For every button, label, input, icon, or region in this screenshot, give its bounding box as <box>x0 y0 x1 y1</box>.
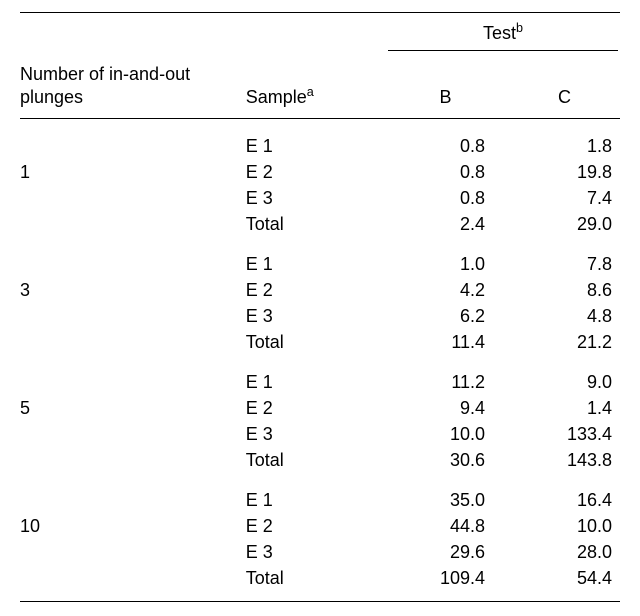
table-row: E 3 0.8 7.4 <box>20 185 620 211</box>
header-plunges-line1: Number of in-and-out <box>20 64 190 84</box>
table-row: Total 2.4 29.0 <box>20 211 620 237</box>
cell-sample: E 3 <box>242 185 382 211</box>
cell-c: 19.8 <box>509 159 620 185</box>
cell-b: 11.4 <box>382 329 509 355</box>
table-row: E 1 11.2 9.0 <box>20 369 620 395</box>
table-row: 1 E 2 0.8 19.8 <box>20 159 620 185</box>
table-row: E 1 1.0 7.8 <box>20 251 620 277</box>
cell-sample: E 1 <box>242 251 382 277</box>
table-row: Total 109.4 54.4 <box>20 565 620 602</box>
cell-c: 21.2 <box>509 329 620 355</box>
table-row: Total 11.4 21.2 <box>20 329 620 355</box>
cell-sample: E 2 <box>242 277 382 303</box>
cell-b: 1.0 <box>382 251 509 277</box>
cell-sample: Total <box>242 329 382 355</box>
cell-c: 28.0 <box>509 539 620 565</box>
cell-sample: E 3 <box>242 303 382 329</box>
cell-b: 35.0 <box>382 487 509 513</box>
table-row: E 3 10.0 133.4 <box>20 421 620 447</box>
data-table: Testb Number of in-and-out plunges Sampl… <box>20 12 620 602</box>
cell-c: 9.0 <box>509 369 620 395</box>
rule-after-header <box>20 119 620 134</box>
group-separator <box>20 473 620 487</box>
cell-c: 29.0 <box>509 211 620 237</box>
cell-sample: E 1 <box>242 487 382 513</box>
cell-c: 1.8 <box>509 133 620 159</box>
test-header-span: Testb <box>388 23 618 51</box>
cell-b: 109.4 <box>382 565 509 602</box>
cell-sample: E 2 <box>242 159 382 185</box>
header-plunges: Number of in-and-out plunges <box>20 57 242 119</box>
cell-sample: E 3 <box>242 421 382 447</box>
table-row: E 3 6.2 4.8 <box>20 303 620 329</box>
cell-sample: Total <box>242 211 382 237</box>
table-row: Total 30.6 143.8 <box>20 447 620 473</box>
group-separator <box>20 237 620 251</box>
table-row: E 1 35.0 16.4 <box>20 487 620 513</box>
group-separator <box>20 355 620 369</box>
cell-b: 0.8 <box>382 159 509 185</box>
test-label: Test <box>483 23 516 43</box>
cell-b: 0.8 <box>382 185 509 211</box>
header-row-2: Number of in-and-out plunges Samplea B C <box>20 57 620 119</box>
cell-sample: E 1 <box>242 133 382 159</box>
group-label: 1 <box>20 159 242 185</box>
cell-sample: E 2 <box>242 395 382 421</box>
table-row: 5 E 2 9.4 1.4 <box>20 395 620 421</box>
header-row-1: Testb <box>20 13 620 58</box>
cell-c: 16.4 <box>509 487 620 513</box>
cell-b: 6.2 <box>382 303 509 329</box>
header-sample: Samplea <box>242 57 382 119</box>
cell-b: 30.6 <box>382 447 509 473</box>
cell-b: 2.4 <box>382 211 509 237</box>
cell-c: 54.4 <box>509 565 620 602</box>
cell-b: 29.6 <box>382 539 509 565</box>
cell-c: 7.4 <box>509 185 620 211</box>
table-row: 3 E 2 4.2 8.6 <box>20 277 620 303</box>
cell-b: 11.2 <box>382 369 509 395</box>
cell-c: 7.8 <box>509 251 620 277</box>
cell-c: 8.6 <box>509 277 620 303</box>
cell-b: 9.4 <box>382 395 509 421</box>
cell-c: 143.8 <box>509 447 620 473</box>
group-label: 3 <box>20 277 242 303</box>
header-plunges-line2: plunges <box>20 87 83 107</box>
cell-sample: Total <box>242 565 382 602</box>
cell-c: 1.4 <box>509 395 620 421</box>
header-sample-sup: a <box>307 85 314 99</box>
table-row: E 3 29.6 28.0 <box>20 539 620 565</box>
cell-b: 44.8 <box>382 513 509 539</box>
group-label: 10 <box>20 513 242 539</box>
header-sample-label: Sample <box>246 87 307 107</box>
header-test-b: B <box>382 57 509 119</box>
cell-c: 10.0 <box>509 513 620 539</box>
header-test-c: C <box>509 57 620 119</box>
table-row: E 1 0.8 1.8 <box>20 133 620 159</box>
cell-c: 4.8 <box>509 303 620 329</box>
group-label: 5 <box>20 395 242 421</box>
cell-b: 0.8 <box>382 133 509 159</box>
cell-c: 133.4 <box>509 421 620 447</box>
table-row: 10 E 2 44.8 10.0 <box>20 513 620 539</box>
cell-b: 4.2 <box>382 277 509 303</box>
cell-sample: E 1 <box>242 369 382 395</box>
cell-sample: Total <box>242 447 382 473</box>
test-sup: b <box>516 21 523 35</box>
cell-b: 10.0 <box>382 421 509 447</box>
cell-sample: E 2 <box>242 513 382 539</box>
cell-sample: E 3 <box>242 539 382 565</box>
